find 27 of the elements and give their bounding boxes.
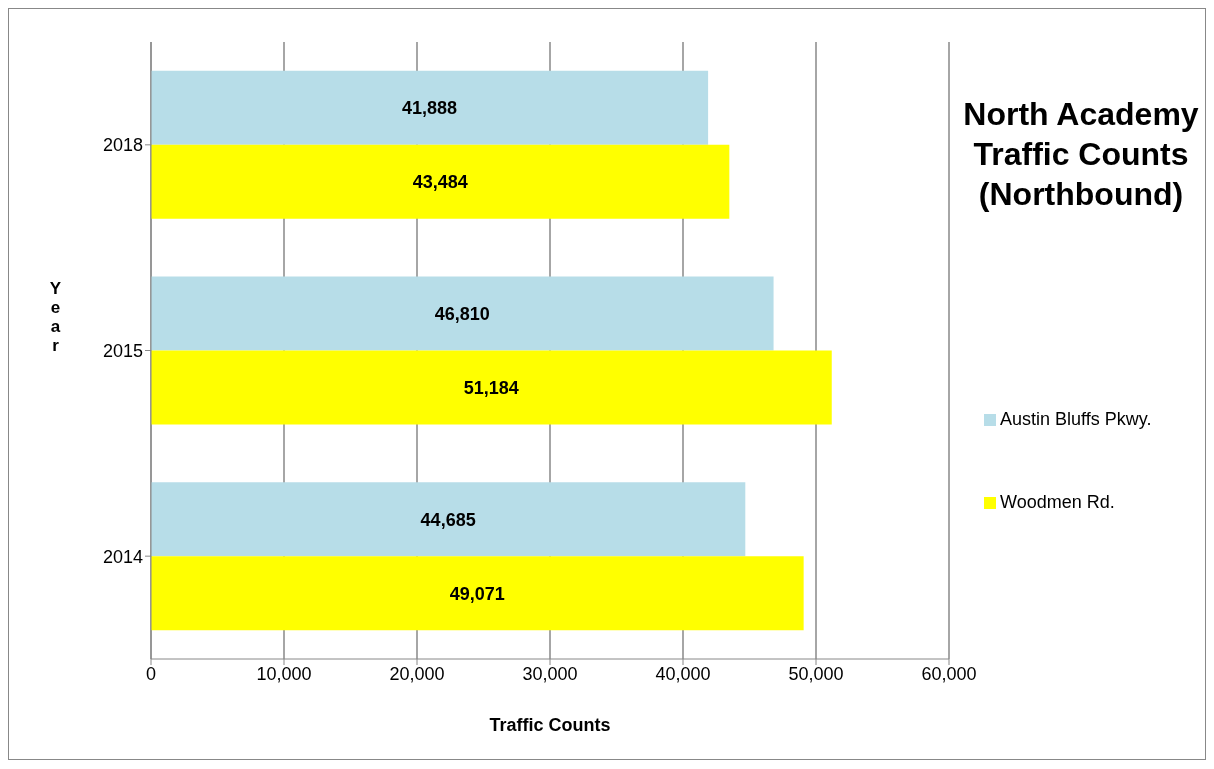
x-tick-label: 0 xyxy=(145,663,157,684)
x-tick-label: 30,000 xyxy=(522,663,578,684)
x-tick-label: 20,000 xyxy=(389,663,445,684)
text: North Academy Traffic Counts (Northbound) xyxy=(962,95,1200,214)
legend-label: Austin Bluffs Pkwy. xyxy=(1000,409,1152,430)
data-label: 41,888 xyxy=(402,98,458,119)
data-label: 51,184 xyxy=(463,377,519,398)
bar xyxy=(151,350,832,425)
y-tick-label: 2015 xyxy=(102,340,143,361)
x-tick-label: 50,000 xyxy=(788,663,844,684)
x-tick-label: 40,000 xyxy=(655,663,711,684)
y-tick-label: 2014 xyxy=(102,546,143,567)
legend-label: Woodmen Rd. xyxy=(1000,492,1115,513)
y-tick-label: 2018 xyxy=(102,135,143,156)
x-tick-label: 10,000 xyxy=(256,663,312,684)
bar xyxy=(151,556,804,631)
x-tick-label: 60,000 xyxy=(921,663,977,684)
bar xyxy=(151,70,709,145)
data-label: 46,810 xyxy=(434,303,490,324)
bar xyxy=(151,276,774,351)
data-label: 44,685 xyxy=(420,509,476,530)
bar xyxy=(151,144,730,219)
bar xyxy=(151,482,746,557)
y-axis-title: Year xyxy=(45,279,65,355)
data-label: 43,484 xyxy=(412,172,468,193)
x-axis-title: Traffic Counts xyxy=(489,715,611,735)
data-label: 49,071 xyxy=(449,583,505,604)
